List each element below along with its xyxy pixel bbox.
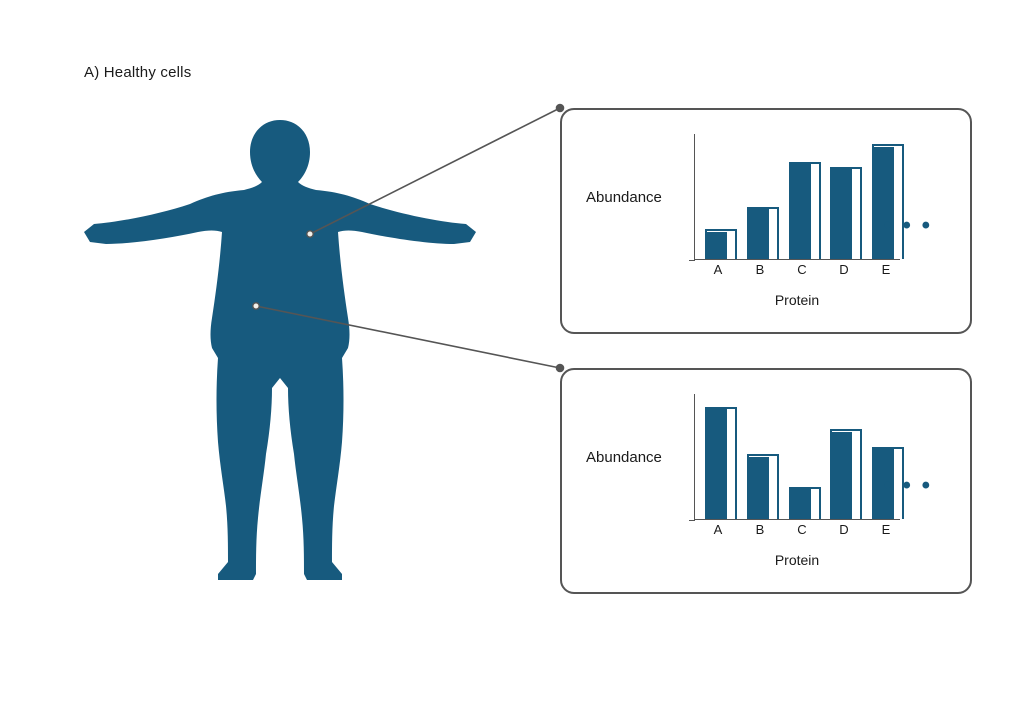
bars-group xyxy=(695,394,900,519)
x-tick: C xyxy=(788,262,816,280)
bar-d xyxy=(830,134,858,259)
panel-title: A) Healthy cells xyxy=(84,64,191,81)
bar-b xyxy=(747,394,775,519)
bar-c xyxy=(789,134,817,259)
x-tick: D xyxy=(830,522,858,540)
ellipsis-icon: • • • xyxy=(883,474,932,498)
x-tick: C xyxy=(788,522,816,540)
bar-b xyxy=(747,134,775,259)
y-axis-label: Abundance xyxy=(586,189,662,206)
y-axis-label: Abundance xyxy=(586,449,662,466)
bars-group xyxy=(695,134,900,259)
x-axis-label: Protein xyxy=(694,552,900,568)
x-tick: E xyxy=(872,262,900,280)
chart-panel-top: Abundance ABCDE Protein • • • xyxy=(560,108,972,334)
x-tick: B xyxy=(746,522,774,540)
x-tick: A xyxy=(704,262,732,280)
chart-axes xyxy=(694,394,900,520)
bar-a xyxy=(705,394,733,519)
bar-c xyxy=(789,394,817,519)
bar-d xyxy=(830,394,858,519)
chart-axes xyxy=(694,134,900,260)
x-axis-label: Protein xyxy=(694,292,900,308)
bar-a xyxy=(705,134,733,259)
x-tick: B xyxy=(746,262,774,280)
chart-panel-bottom: Abundance ABCDE Protein • • • xyxy=(560,368,972,594)
x-tick: A xyxy=(704,522,732,540)
x-tick: E xyxy=(872,522,900,540)
ellipsis-icon: • • • xyxy=(883,214,932,238)
human-silhouette xyxy=(80,110,480,580)
bar-e xyxy=(872,394,900,519)
bar-e xyxy=(872,134,900,259)
x-tick: D xyxy=(830,262,858,280)
